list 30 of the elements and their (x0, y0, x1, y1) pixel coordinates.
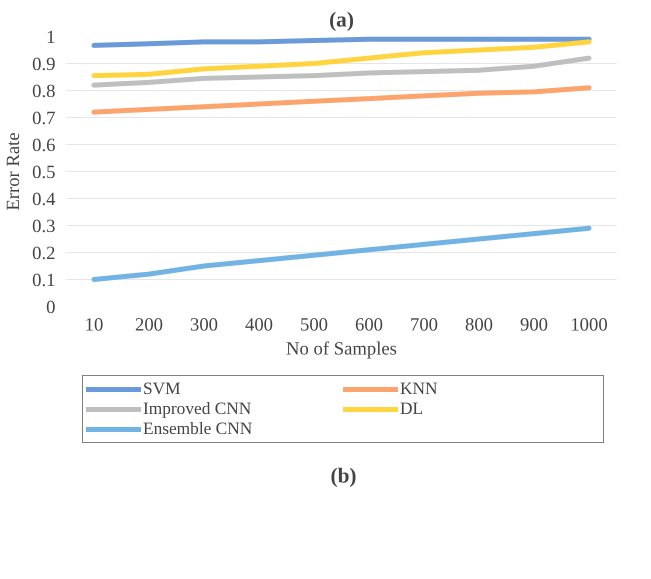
legend-label: SVM (143, 379, 182, 399)
y-tick-label: 0.1 (32, 270, 56, 291)
y-tick-label: 0.3 (32, 216, 56, 237)
legend-label: DL (400, 399, 424, 419)
y-tick-label: 0.6 (32, 135, 56, 156)
x-tick-label: 900 (520, 314, 548, 336)
x-tick-label: 200 (135, 314, 163, 336)
text: (b) (330, 464, 357, 488)
x-tick-label: 600 (355, 314, 383, 336)
y-tick-label: 0.2 (32, 243, 56, 264)
x-tick-label: 1000 (570, 314, 608, 336)
text: (a) (329, 8, 354, 32)
y-tick-label: 0.5 (32, 162, 56, 183)
y-tick-label: 0.8 (32, 81, 56, 102)
y-tick-label: 1 (46, 27, 56, 48)
x-axis-title: No of Samples (286, 338, 397, 360)
x-tick-label: 700 (410, 314, 438, 336)
legend-label: KNN (400, 379, 439, 399)
x-tick-label: 500 (300, 314, 328, 336)
y-tick-label: 0 (46, 297, 56, 318)
x-tick-label: 800 (465, 314, 493, 336)
y-tick-label: 0.9 (32, 54, 56, 75)
legend-label: Improved CNN (143, 399, 252, 419)
x-tick-label: 10 (84, 314, 104, 336)
legend-label: Ensemble CNN (143, 419, 254, 439)
y-axis-title: Error Rate (3, 132, 24, 211)
x-tick-label: 300 (190, 314, 218, 336)
y-tick-label: 0.4 (32, 189, 56, 210)
x-tick-label: 400 (245, 314, 273, 336)
y-tick-label: 0.7 (32, 108, 56, 129)
